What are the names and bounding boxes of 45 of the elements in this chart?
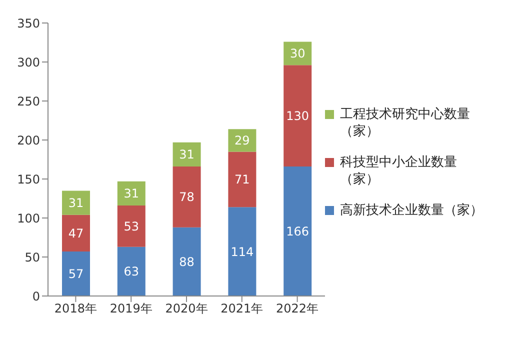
data-label: 88 xyxy=(179,254,194,269)
data-label: 30 xyxy=(290,46,306,61)
y-tick-label: 50 xyxy=(24,250,40,264)
data-label: 63 xyxy=(124,264,140,279)
y-tick-label: 100 xyxy=(17,211,40,226)
x-tick-label: 2019年 xyxy=(110,302,152,316)
bar xyxy=(117,206,146,247)
data-label: 166 xyxy=(286,224,310,239)
y-tick-label: 350 xyxy=(17,16,40,30)
x-tick-label: 2020年 xyxy=(165,302,208,316)
bar xyxy=(62,214,90,252)
bar xyxy=(172,166,201,228)
legend-label: 工程技术研究中心数量（家） xyxy=(340,106,471,140)
bar xyxy=(284,42,312,66)
data-label: 53 xyxy=(124,219,140,234)
bar xyxy=(62,190,90,215)
bar xyxy=(228,152,256,208)
bar xyxy=(62,252,90,296)
data-label: 71 xyxy=(234,172,250,187)
bar xyxy=(228,207,256,296)
data-label: 31 xyxy=(179,148,194,162)
x-tick-label: 2021年 xyxy=(220,302,264,316)
y-tick-label: 200 xyxy=(17,133,40,148)
y-tick-label: 250 xyxy=(17,94,40,108)
legend-label: 高新技术企业数量（家） xyxy=(340,202,483,219)
bar xyxy=(284,166,312,296)
data-label: 29 xyxy=(234,134,250,148)
data-label: 57 xyxy=(68,267,84,282)
bar xyxy=(172,227,201,296)
bar xyxy=(117,181,146,206)
data-label: 130 xyxy=(286,109,310,124)
y-tick-label: 0 xyxy=(32,289,40,304)
data-label: 78 xyxy=(179,190,194,204)
data-label: 31 xyxy=(68,196,84,210)
data-label: 31 xyxy=(124,186,140,201)
data-label: 114 xyxy=(230,244,254,259)
data-label: 47 xyxy=(68,226,84,240)
bar xyxy=(172,142,201,167)
x-tick-label: 2018年 xyxy=(54,302,97,316)
bar xyxy=(284,65,312,167)
y-tick-label: 150 xyxy=(17,172,40,186)
y-tick-label: 300 xyxy=(17,55,40,70)
legend-label: 科技型中小企业数量（家） xyxy=(340,154,458,188)
bar xyxy=(117,246,146,296)
x-tick-label: 2022年 xyxy=(276,302,319,316)
